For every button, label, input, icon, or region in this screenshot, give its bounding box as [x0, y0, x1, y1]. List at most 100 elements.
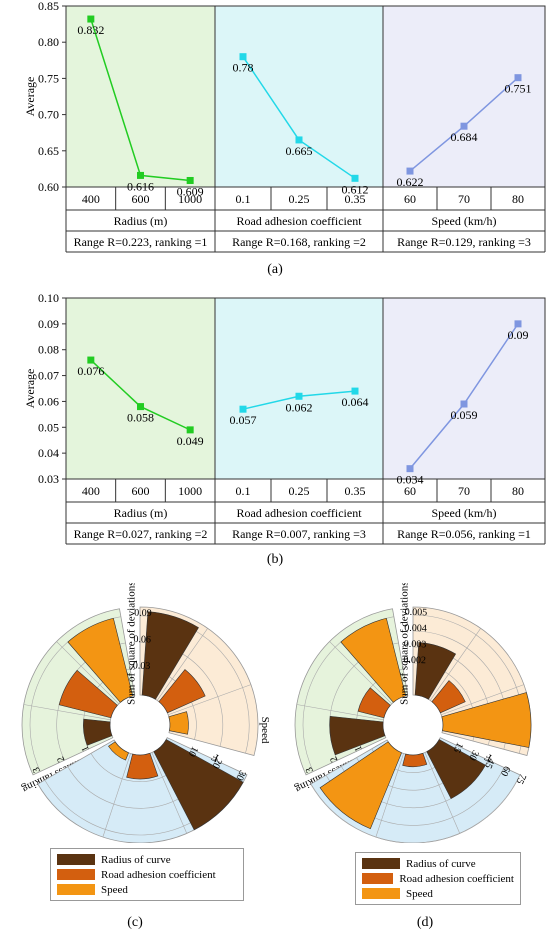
y-axis-label: Average: [23, 77, 37, 117]
data-point: [87, 356, 95, 364]
legend-item-road-adhesion-coefficient: Road adhesion coefficient: [57, 867, 237, 882]
data-label: 0.609: [177, 184, 204, 198]
grid-ring: [139, 641, 224, 747]
x-tick-label: 1000: [178, 192, 202, 206]
x-tick-label: 1000: [178, 484, 202, 498]
polar-bar: [340, 617, 407, 703]
polar-bar: [67, 617, 134, 703]
legend-label: Road adhesion coefficient: [101, 868, 216, 881]
x-tick-label: 70: [458, 484, 470, 498]
grid-spoke: [151, 752, 188, 834]
x-tick-label: 60: [404, 484, 416, 498]
radial-tick-label: 15: [451, 740, 465, 754]
x-tick-label: 0.35: [345, 192, 366, 206]
radial-tick-label: 3: [31, 765, 43, 774]
data-point: [137, 171, 144, 179]
data-point: [239, 405, 247, 413]
x-tick-label: 0.25: [289, 192, 310, 206]
factor-name: Speed (km/h): [432, 214, 497, 228]
grid-spoke: [102, 753, 131, 838]
factor-name: Road adhesion coefficient: [236, 506, 362, 520]
polar-bar: [108, 741, 129, 761]
data-point: [514, 320, 522, 328]
radial-tick-label: 2: [328, 755, 340, 764]
legend-item-road-adhesion-coefficient: Road adhesion coefficient: [362, 871, 514, 886]
data-point: [460, 400, 468, 408]
grid-spoke: [375, 753, 404, 838]
y-tick-label: 0.07: [38, 369, 59, 383]
data-point: [295, 136, 303, 144]
polar-bar: [414, 642, 457, 700]
group-background: [383, 6, 545, 187]
data-label: 0.612: [342, 182, 369, 196]
caption-b: (b): [266, 552, 284, 567]
y-tick-label: 0.65: [38, 144, 59, 158]
grid-spoke: [424, 752, 461, 834]
grid-ring: [412, 630, 508, 750]
data-label: 0.057: [230, 413, 257, 427]
legend-swatch: [362, 888, 400, 899]
data-point: [351, 387, 359, 395]
data-label: 0.665: [286, 144, 313, 158]
grid-spoke: [156, 628, 208, 701]
y-tick-label: 0.70: [38, 108, 59, 122]
x-tick-label: 70: [458, 192, 470, 206]
polar-bar: [168, 711, 189, 735]
radial-tick-label: 0.002: [403, 655, 426, 667]
data-point: [460, 122, 468, 130]
grid-ring: [412, 614, 524, 754]
data-point: [239, 53, 247, 61]
data-label: 0.058: [127, 411, 154, 425]
axis-label: F: [210, 750, 221, 763]
chart-c-polar-bars: 123Significantness ranking0.030.060.09Su…: [20, 583, 271, 843]
group-background: [383, 298, 545, 479]
data-label: 0.064: [342, 395, 369, 409]
data-point: [514, 74, 522, 82]
y-tick-label: 0.80: [38, 35, 59, 49]
data-label: 0.062: [286, 400, 313, 414]
grid-ring: [67, 760, 216, 809]
legend-swatch: [362, 858, 400, 869]
polar-bar: [126, 752, 159, 780]
polar-bar: [329, 715, 386, 756]
chart-b-average-by-factor: 0.03 0.04 0.05 0.06 0.07 0.08 0.09 0.10 Average 0…: [23, 292, 546, 545]
polar-bar: [153, 739, 244, 831]
grid-spoke: [296, 704, 384, 721]
radial-tick-label: 0.005: [405, 607, 428, 619]
legend-swatch: [57, 854, 95, 865]
factor-name: Radius (m): [114, 506, 168, 520]
grid-spoke: [329, 641, 392, 704]
legend-swatch: [57, 869, 95, 880]
radial-tick-label: 3: [304, 765, 316, 774]
x-tick-label: 600: [132, 192, 150, 206]
factor-name: Road adhesion coefficient: [236, 214, 362, 228]
grid-ring: [341, 759, 489, 809]
polar-bar: [426, 739, 486, 799]
group-background: [215, 6, 383, 187]
data-point: [295, 392, 303, 400]
y-tick-label: 0.09: [38, 317, 59, 331]
polar-bar: [58, 669, 118, 719]
range-ranking-text: Range R=0.168, ranking =2: [232, 235, 366, 249]
chart-a-average-by-factor: 0.60 0.65 0.70 0.75 0.80 0.85 Average 0.832 400 0…: [23, 0, 546, 253]
y-tick-label: 0.85: [38, 0, 59, 13]
legend-label: Radius of curve: [101, 853, 171, 866]
legend-item-speed: Speed: [362, 886, 514, 901]
data-label: 0.622: [397, 175, 424, 189]
range-ranking-text: Range R=0.007, ranking =3: [232, 527, 366, 541]
speed-label: Speed: [259, 717, 271, 744]
y-tick-label: 0.04: [38, 446, 59, 460]
legend-label: Radius of curve: [406, 857, 476, 870]
legend-label: Road adhesion coefficient: [399, 872, 514, 885]
data-label: 0.616: [127, 179, 154, 193]
radial-tick-label: 1: [80, 744, 92, 753]
data-label: 0.049: [177, 434, 204, 448]
radial-tick-label: 30: [234, 768, 248, 782]
data-point: [87, 15, 95, 23]
grid-ring: [139, 668, 197, 740]
radial-tick-label: 0.06: [133, 634, 151, 645]
radial-tick-label: 0.003: [404, 639, 427, 651]
data-label: 0.059: [451, 408, 478, 422]
y-tick-label: 0.75: [38, 71, 59, 85]
x-tick-label: 400: [82, 484, 100, 498]
